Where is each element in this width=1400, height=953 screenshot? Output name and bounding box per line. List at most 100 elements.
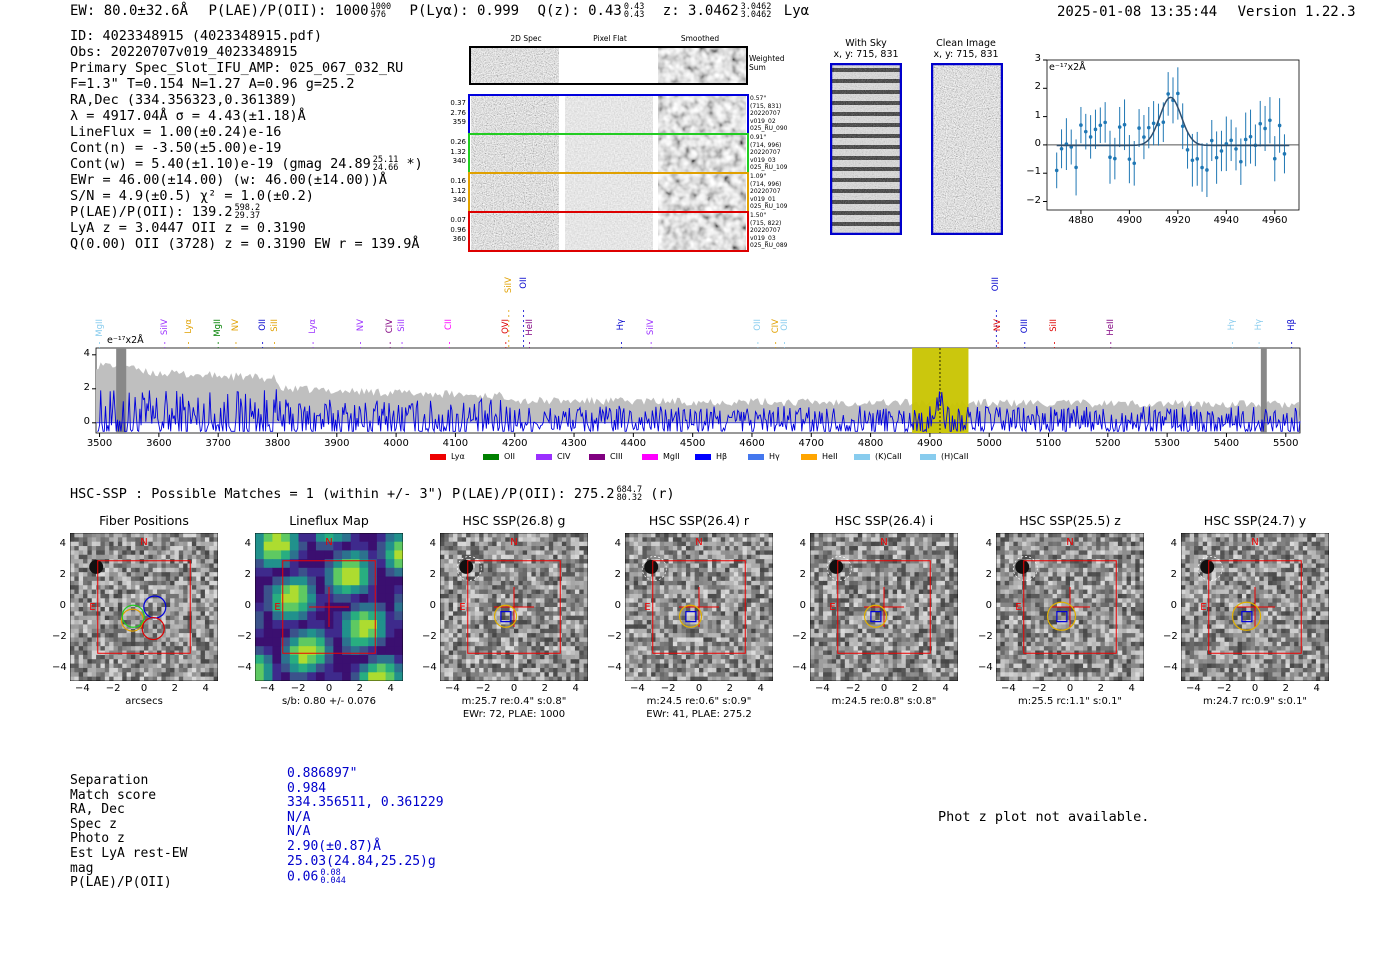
zoom-data-point [1079,123,1083,127]
image-panel-caption-2: EWr: 41, PLAE: 275.2 [646,709,752,720]
zoom-data-point [1059,146,1064,151]
header-timestamp-version: 2025-01-08 13:35:44 Version 1.22.3 [1057,4,1356,20]
cutout-row-left-label: 0.26 1.32 340 [450,138,466,165]
legend-swatch [920,453,936,460]
search-box [467,560,561,654]
east-label: E [1015,602,1021,613]
image-panel-title: HSC SSP(26.4) i [834,513,934,528]
spectrum-legend-item: CIV [536,452,570,462]
image-xtick-label: 0 [510,683,518,694]
image-xtick-label: −4 [1000,683,1016,694]
zoom-data-point [1272,156,1277,161]
spectrum-line-label-text: OII [752,319,763,331]
info-obs: Obs: 20220707v019_4023348915 [70,44,298,60]
east-label: E [1200,602,1206,613]
spectrum-line-label: Lyα [308,319,318,348]
header-plae: P(LAE)/P(OII): 1000 [208,3,369,19]
search-box [97,560,191,654]
image-panel-canvas: NE [254,532,404,682]
zoom-data-point [1108,155,1112,160]
match-aperture [1231,601,1262,631]
legend-label: CIII [610,452,623,461]
image-ytick-label: 2 [1170,569,1177,581]
image-ytick-label: 4 [985,538,992,550]
legend-swatch [536,453,552,460]
cutout-2dspec [471,96,559,133]
spectrum-line-label: OIII [1020,319,1030,348]
north-label: N [1251,537,1258,548]
spectrum-legend-item: (H)CaII [920,452,968,462]
legend-swatch [483,453,499,460]
match-labels: Separation Match score RA, Dec Spec z Photo … [70,773,187,891]
image-ytick-label: 4 [429,538,436,550]
header-qz: Q(z): 0.43 [537,3,622,19]
zoom-data-point [1074,165,1078,170]
cutout-pixelflat [565,135,653,172]
spectrum-line-label-text: CIV [385,319,396,334]
image-ytick-label: −4 [422,661,437,673]
spectrum-xtick-label: 4400 [620,438,647,449]
zoom-data-point [1224,141,1229,146]
image-ytick-label: 0 [1170,600,1177,611]
spectrum-line-label: Hγ [616,319,626,348]
cutout-row-1 [468,94,749,135]
weighted-sum-row [469,46,748,85]
zoom-data-point [1277,123,1282,128]
spectrum-line-label: NV [993,319,1003,348]
legend-swatch [642,453,658,460]
cutout-row-left-label: 0.16 1.12 340 [450,177,466,204]
col-header-smoothed: Smoothed [680,34,720,43]
spectrum-line-label-text: SiII [269,319,280,332]
zoom-ytick-label: 2 [1034,81,1041,93]
image-ytick-label: −2 [237,630,252,642]
spectrum-xtick-label: 4200 [501,438,528,449]
legend-swatch [801,453,817,460]
image-xtick-label: −4 [629,683,645,694]
image-xtick-label: −2 [105,683,121,694]
spectrum-line-label: Hβ [1287,319,1297,348]
spectrum-line-label-text: SiIV [159,319,170,336]
image-xtick-label: 4 [572,683,579,694]
spectrum-line-label: OIII [991,277,1001,306]
match-aperture [863,604,888,628]
zoom-data-point [1200,165,1204,170]
image-panel-title: Lineflux Map [289,513,369,528]
zoom-data-point [1142,135,1146,139]
legend-label: Hβ [716,452,728,461]
match-aperture [678,604,703,628]
zoom-data-point [1248,134,1253,139]
detection-marker [1056,611,1068,623]
image-ytick-label: −4 [978,661,993,673]
legend-label: HeII [822,452,838,461]
fiber-circle [121,604,145,628]
spectrum-line-label: OII [752,319,763,348]
match-label: RA, Dec [70,802,125,818]
spectrum-line-label: SiIV [504,277,514,306]
spectrum-ylabel: e⁻¹⁷x2Å [107,335,144,346]
spectrum-line-label: MgII [95,319,105,348]
image-ytick-label: 2 [59,569,66,581]
match-aperture [1046,601,1077,631]
image-panel-canvas: NE [995,532,1145,682]
cutout-pixelflat [565,174,653,211]
spectrum-line-label-text: OII [257,319,268,331]
spectrum-flux-line [97,389,1301,433]
spectrum-xtick-label: 4900 [917,438,943,449]
zoom-data-point [1214,155,1219,160]
spectrum-legend-item: MgII [642,452,680,462]
image-xtick-label: 4 [757,683,764,694]
cutout-smoothed [658,96,746,133]
image-xtick-label: 2 [356,683,364,694]
image-xtick-label: 4 [942,683,949,694]
image-ytick-label: 0 [429,600,436,611]
match-label: mag [70,860,94,876]
image-panel-caption: m:25.7 re:0.4" s:0.8" [461,696,567,707]
spectrum-line-label: SiII [269,319,280,348]
zoom-data-point [1239,159,1243,164]
zoom-ytick-label: 1 [1034,109,1041,121]
legend-label: (K)CaII [875,452,902,461]
spectrum-line-label: NV [231,319,241,348]
zoom-data-point [1229,138,1233,143]
image-panel-caption: m:24.5 re:0.8" s:0.8" [831,696,937,707]
